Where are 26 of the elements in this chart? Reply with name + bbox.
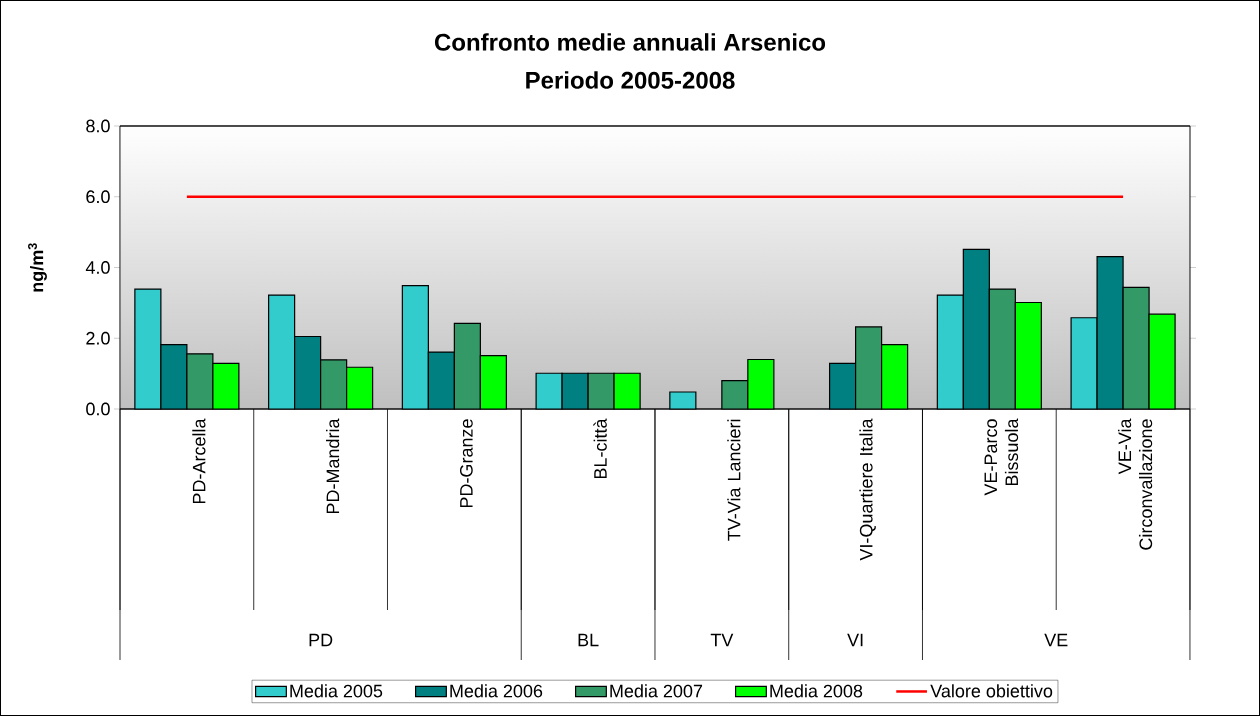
text: TV [710,633,734,647]
legend-label: Media 2008 [770,684,863,698]
y-tick-label: 4.0 [85,261,110,274]
chart-subtitle: Periodo 2005-2008 [526,71,735,89]
text: PD [309,633,333,647]
legend-label: Valore obiettivo [930,684,1053,698]
x-tick-label: VE-Parco Bissuola [984,418,1019,496]
x-tick-label: VE-Via Circonvallazione [1117,418,1153,550]
x-tick-label: BL-città [593,418,607,479]
x-tick-label: PD-Granze [459,419,473,508]
y-tick-label: 8.0 [86,119,110,133]
chart-title: Confronto medie annuali Arsenico [434,33,826,51]
y-tick-label: 0.0 [86,402,110,416]
text: VE [1044,633,1068,647]
x-tick-label: PD-Arcella [192,418,206,504]
legend-label: Media 2006 [450,684,543,698]
text: BL [578,633,599,647]
x-tick-label: PD-Mandria [326,418,340,514]
x-tick-label: VI-Quartiere Italia [859,418,876,561]
y-tick-label: 2.0 [86,331,110,345]
legend-label: Media 2005 [290,684,383,698]
text: VI [847,633,863,647]
legend-label: Media 2007 [610,684,703,698]
x-tick-label: TV-Via Lancieri [727,419,741,541]
y-axis-title: ng/m$^{3}$ [28,243,47,292]
y-tick-label: 6.0 [86,190,110,204]
